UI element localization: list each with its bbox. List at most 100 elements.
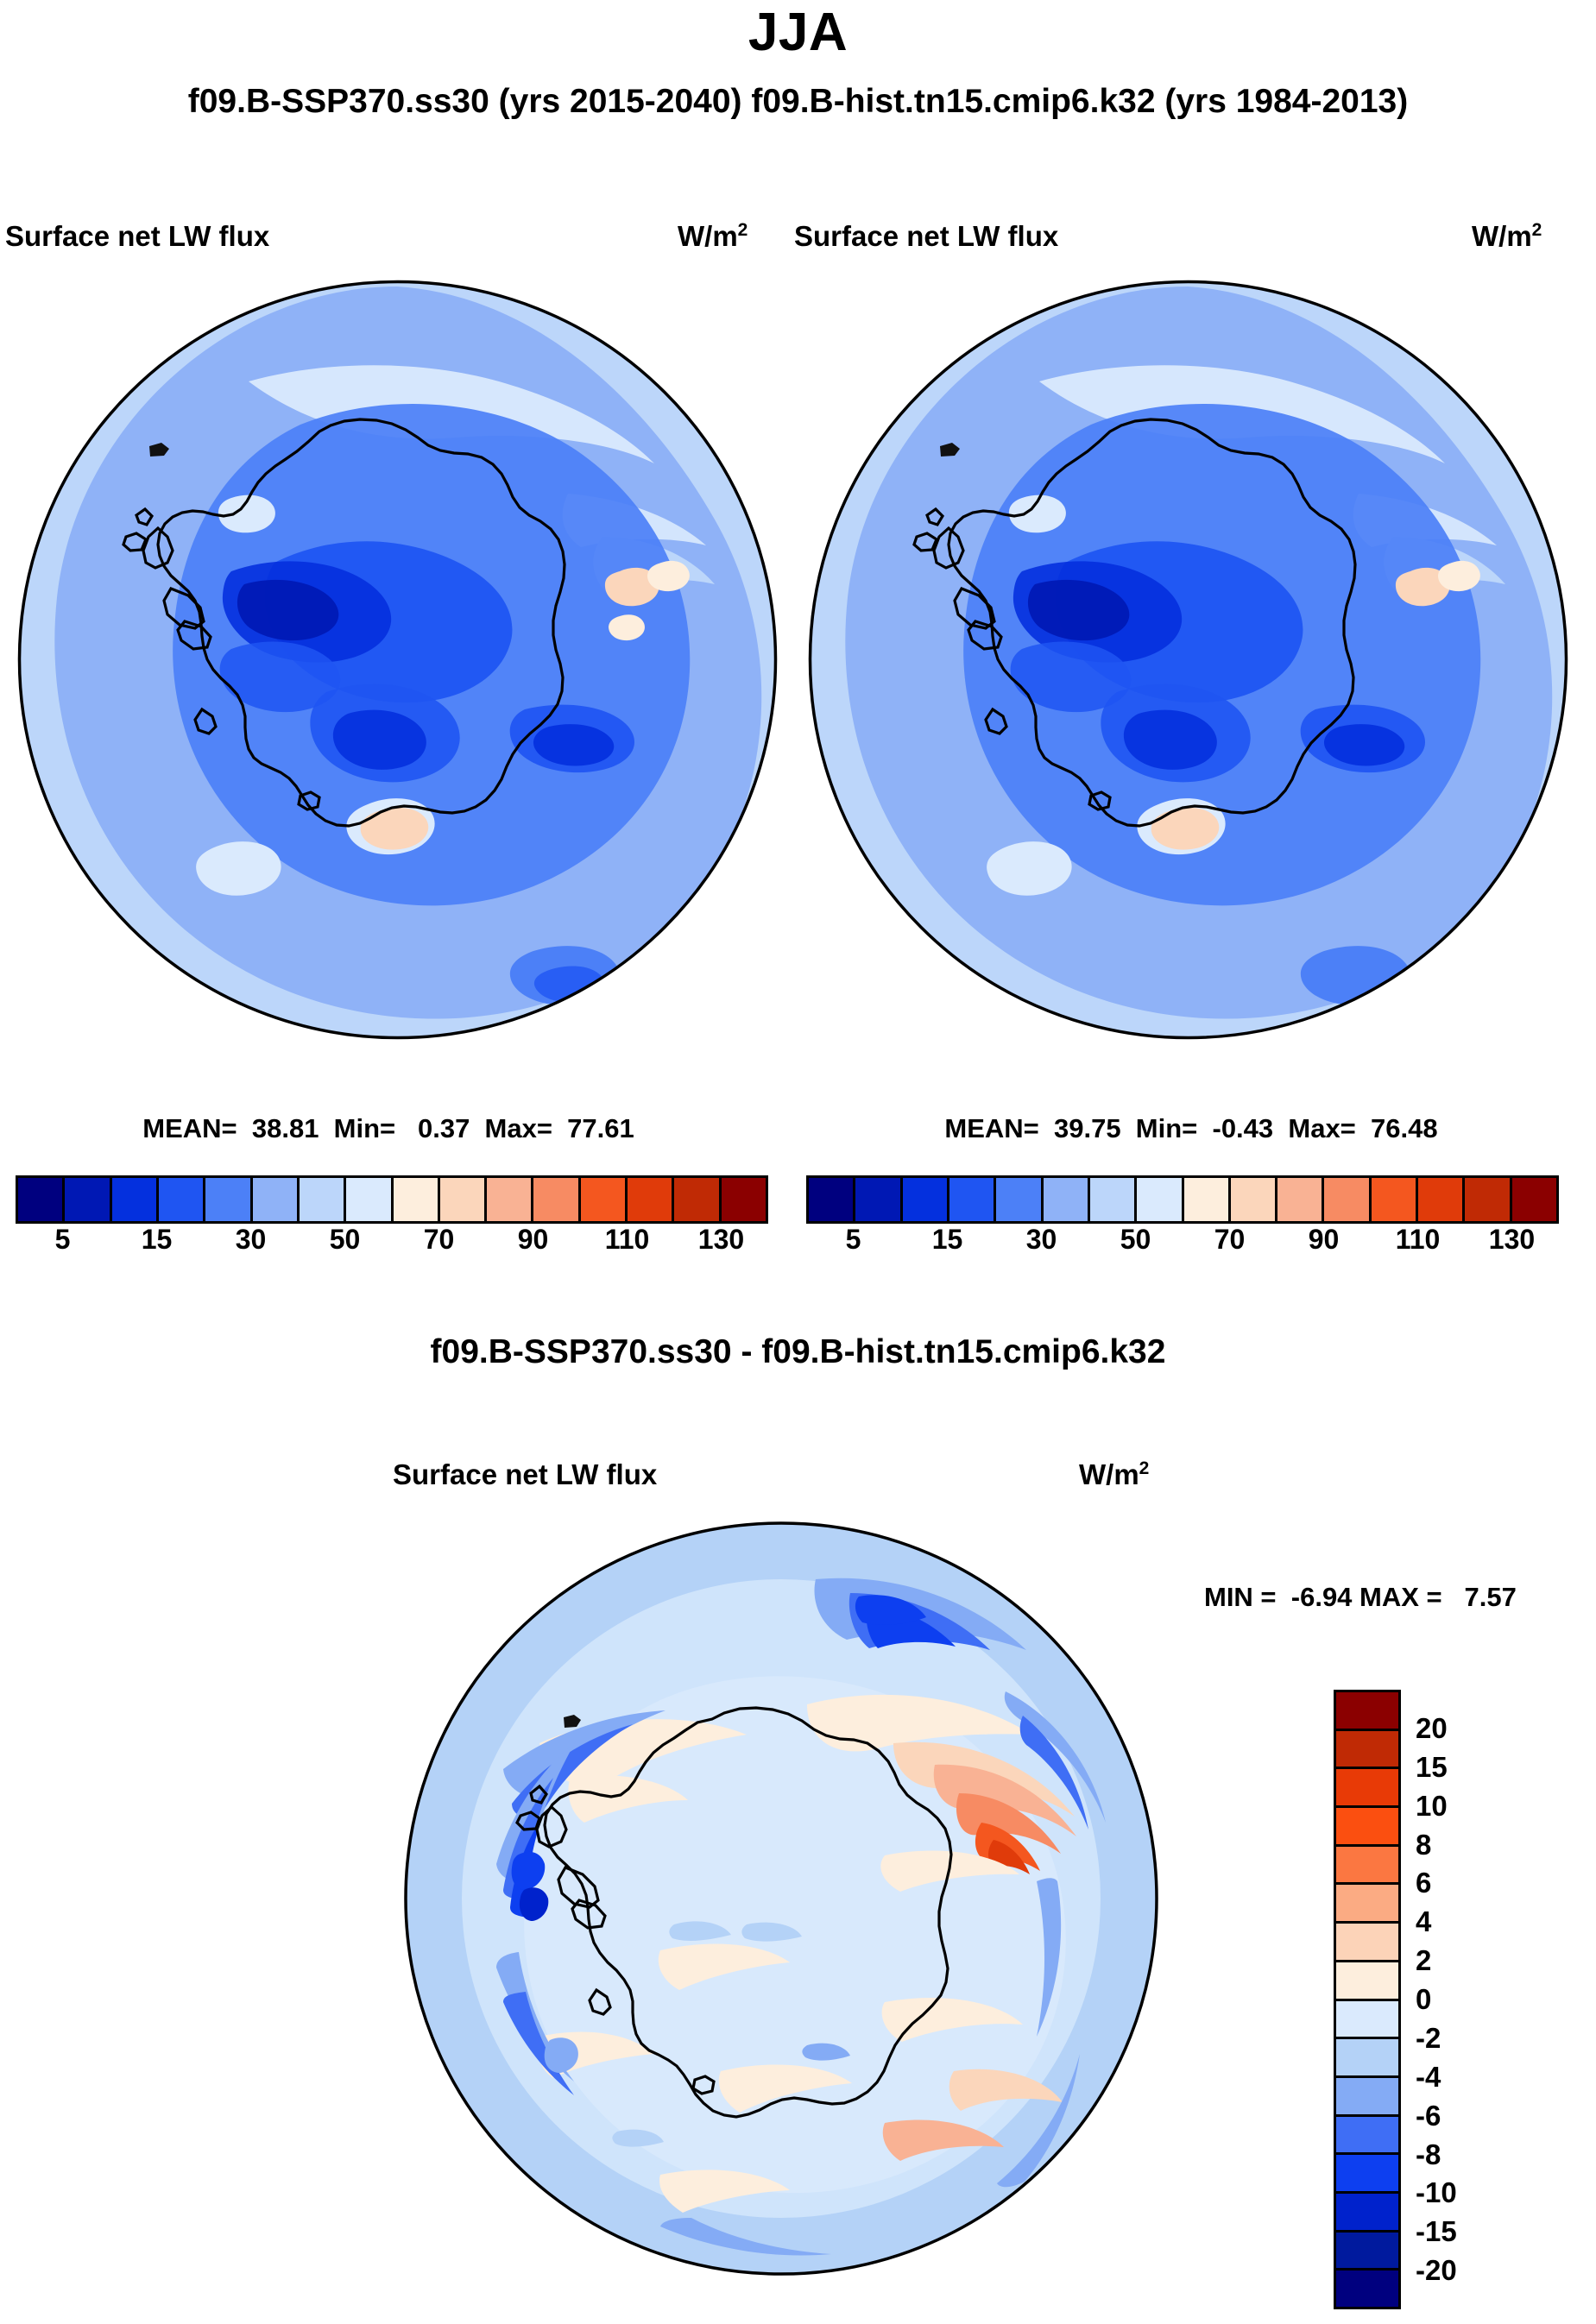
colorbar-tick-label: 50 [1120, 1224, 1151, 1255]
difference-colorbar-cell[interactable] [1336, 1769, 1398, 1809]
colorbar-cell[interactable] [1324, 1178, 1372, 1221]
colorbar-cell[interactable] [65, 1178, 112, 1221]
colorbar-cell[interactable] [393, 1178, 440, 1221]
colorbar-tick-label: 90 [1308, 1224, 1340, 1255]
difference-colorbar-cell[interactable] [1336, 1885, 1398, 1924]
left-colorbar-cells[interactable] [16, 1175, 768, 1224]
difference-colorbar-tick-label: -15 [1416, 2215, 1457, 2248]
difference-title: f09.B-SSP370.ss30 - f09.B-hist.tn15.cmip… [430, 1333, 1166, 1370]
left-colorbar[interactable]: 5 15 30 50 70 90 110 130 [16, 1175, 768, 1263]
case-subtitle: f09.B-SSP370.ss30 (yrs 2015-2040) f09.B-… [187, 83, 1409, 120]
colorbar-cell[interactable] [111, 1178, 159, 1221]
colorbar-cell[interactable] [580, 1178, 628, 1221]
difference-colorbar-cell[interactable] [1336, 1924, 1398, 1962]
difference-colorbar-cell[interactable] [1336, 1846, 1398, 1886]
difference-colorbar-tick-label: -10 [1416, 2176, 1457, 2209]
colorbar-cell[interactable] [158, 1178, 206, 1221]
colorbar-cell[interactable] [18, 1178, 66, 1221]
season-title: JJA [748, 3, 848, 62]
difference-colorbar-cell[interactable] [1336, 2193, 1398, 2233]
colorbar-cell[interactable] [1183, 1178, 1231, 1221]
right-map-plot[interactable] [806, 278, 1570, 1042]
colorbar-cell[interactable] [1277, 1178, 1325, 1221]
difference-colorbar-tick-label: 4 [1416, 1905, 1432, 1938]
colorbar-cell[interactable] [902, 1178, 949, 1221]
difference-colorbar-tick-label: 0 [1416, 1983, 1432, 2015]
difference-colorbar-cell[interactable] [1336, 2232, 1398, 2271]
right-panel-stats: MEAN= 39.75 Min= -0.43 Max= 76.48 [944, 1113, 1438, 1143]
difference-map-svg [404, 1521, 1158, 2276]
difference-variable-text: Surface net LW flux [393, 1458, 658, 1490]
colorbar-tick-label: 70 [1214, 1224, 1246, 1255]
colorbar-cell[interactable] [1418, 1178, 1466, 1221]
difference-map-plot[interactable] [401, 1519, 1161, 2278]
difference-map-globe-border [404, 1521, 1158, 2276]
colorbar-cell[interactable] [346, 1178, 394, 1221]
colorbar-cell[interactable] [1465, 1178, 1512, 1221]
colorbar-cell[interactable] [674, 1178, 722, 1221]
colorbar-cell[interactable] [809, 1178, 856, 1221]
left-panel-units: W/m2 [678, 220, 748, 253]
right-map-coastline [912, 418, 1357, 828]
colorbar-cell[interactable] [1043, 1178, 1090, 1221]
colorbar-cell[interactable] [1137, 1178, 1184, 1221]
colorbar-tick-label: 30 [235, 1224, 267, 1255]
colorbar-cell[interactable] [1089, 1178, 1138, 1221]
right-map-globe-border [808, 280, 1568, 1040]
colorbar-cell[interactable] [205, 1178, 253, 1221]
colorbar-cell[interactable] [439, 1178, 488, 1221]
left-colorbar-labels: 5 15 30 50 70 90 110 130 [16, 1224, 768, 1263]
difference-colorbar-tick-label: -2 [1416, 2021, 1441, 2054]
colorbar-cell[interactable] [1371, 1178, 1419, 1221]
colorbar-cell[interactable] [252, 1178, 300, 1221]
right-units-exponent: 2 [1531, 220, 1542, 240]
colorbar-cell[interactable] [1511, 1178, 1556, 1221]
right-colorbar-cells[interactable] [806, 1175, 1559, 1224]
colorbar-tick-label: 130 [1488, 1224, 1536, 1255]
difference-colorbar-cells[interactable] [1334, 1690, 1401, 2309]
difference-variable-label: Surface net LW flux [393, 1458, 657, 1491]
colorbar-cell[interactable] [1230, 1178, 1278, 1221]
colorbar-cell[interactable] [996, 1178, 1044, 1221]
left-map-coastline [122, 418, 566, 828]
right-panel-units: W/m2 [1472, 220, 1542, 253]
difference-units-base: W/m [1079, 1458, 1139, 1490]
difference-colorbar-cell[interactable] [1336, 1808, 1398, 1847]
colorbar-cell[interactable] [949, 1178, 997, 1221]
difference-colorbar-cell[interactable] [1336, 2270, 1398, 2307]
difference-colorbar-tick-label: 2 [1416, 1944, 1432, 1977]
colorbar-tick-label: 110 [604, 1224, 650, 1255]
difference-colorbar-tick-label: 8 [1416, 1828, 1432, 1861]
difference-colorbar-tick-label: 6 [1416, 1867, 1432, 1899]
colorbar-cell[interactable] [628, 1178, 675, 1221]
difference-colorbar-tick-label: -4 [1416, 2060, 1441, 2093]
left-units-base: W/m [678, 220, 738, 252]
left-variable-text: Surface net LW flux [5, 220, 270, 252]
difference-colorbar-cell[interactable] [1336, 1692, 1398, 1731]
difference-colorbar-cell[interactable] [1336, 2116, 1398, 2156]
difference-colorbar-cell[interactable] [1336, 2000, 1398, 2040]
colorbar-cell[interactable] [487, 1178, 534, 1221]
difference-colorbar-cell[interactable] [1336, 2039, 1398, 2078]
difference-colorbar-tick-label: 10 [1416, 1789, 1448, 1822]
difference-colorbar-cell[interactable] [1336, 2077, 1398, 2117]
colorbar-tick-label: 130 [697, 1224, 745, 1255]
right-map-svg [808, 280, 1568, 1040]
colorbar-cell[interactable] [299, 1178, 347, 1221]
right-variable-text: Surface net LW flux [794, 220, 1059, 252]
right-colorbar[interactable]: 5 15 30 50 70 90 110 130 [806, 1175, 1559, 1263]
difference-colorbar-labels: 20 15 10 8 6 4 2 0 -2 -4 -6 -8 -10 -15 -20 [1416, 1690, 1571, 2309]
colorbar-tick-label: 90 [517, 1224, 549, 1255]
difference-minmax: MIN = -6.94 MAX = 7.57 [1204, 1582, 1517, 1612]
colorbar-tick-label: 50 [329, 1224, 361, 1255]
colorbar-cell[interactable] [533, 1178, 581, 1221]
right-colorbar-labels: 5 15 30 50 70 90 110 130 [806, 1224, 1559, 1263]
difference-colorbar-cell[interactable] [1336, 1730, 1398, 1770]
colorbar-cell[interactable] [855, 1178, 903, 1221]
right-panel-variable-label: Surface net LW flux [794, 220, 1058, 253]
difference-colorbar-cell[interactable] [1336, 2155, 1398, 2194]
difference-colorbar-cell[interactable] [1336, 1962, 1398, 2001]
left-map-plot[interactable] [16, 278, 779, 1042]
colorbar-tick-label: 5 [54, 1224, 71, 1255]
colorbar-cell[interactable] [721, 1178, 766, 1221]
